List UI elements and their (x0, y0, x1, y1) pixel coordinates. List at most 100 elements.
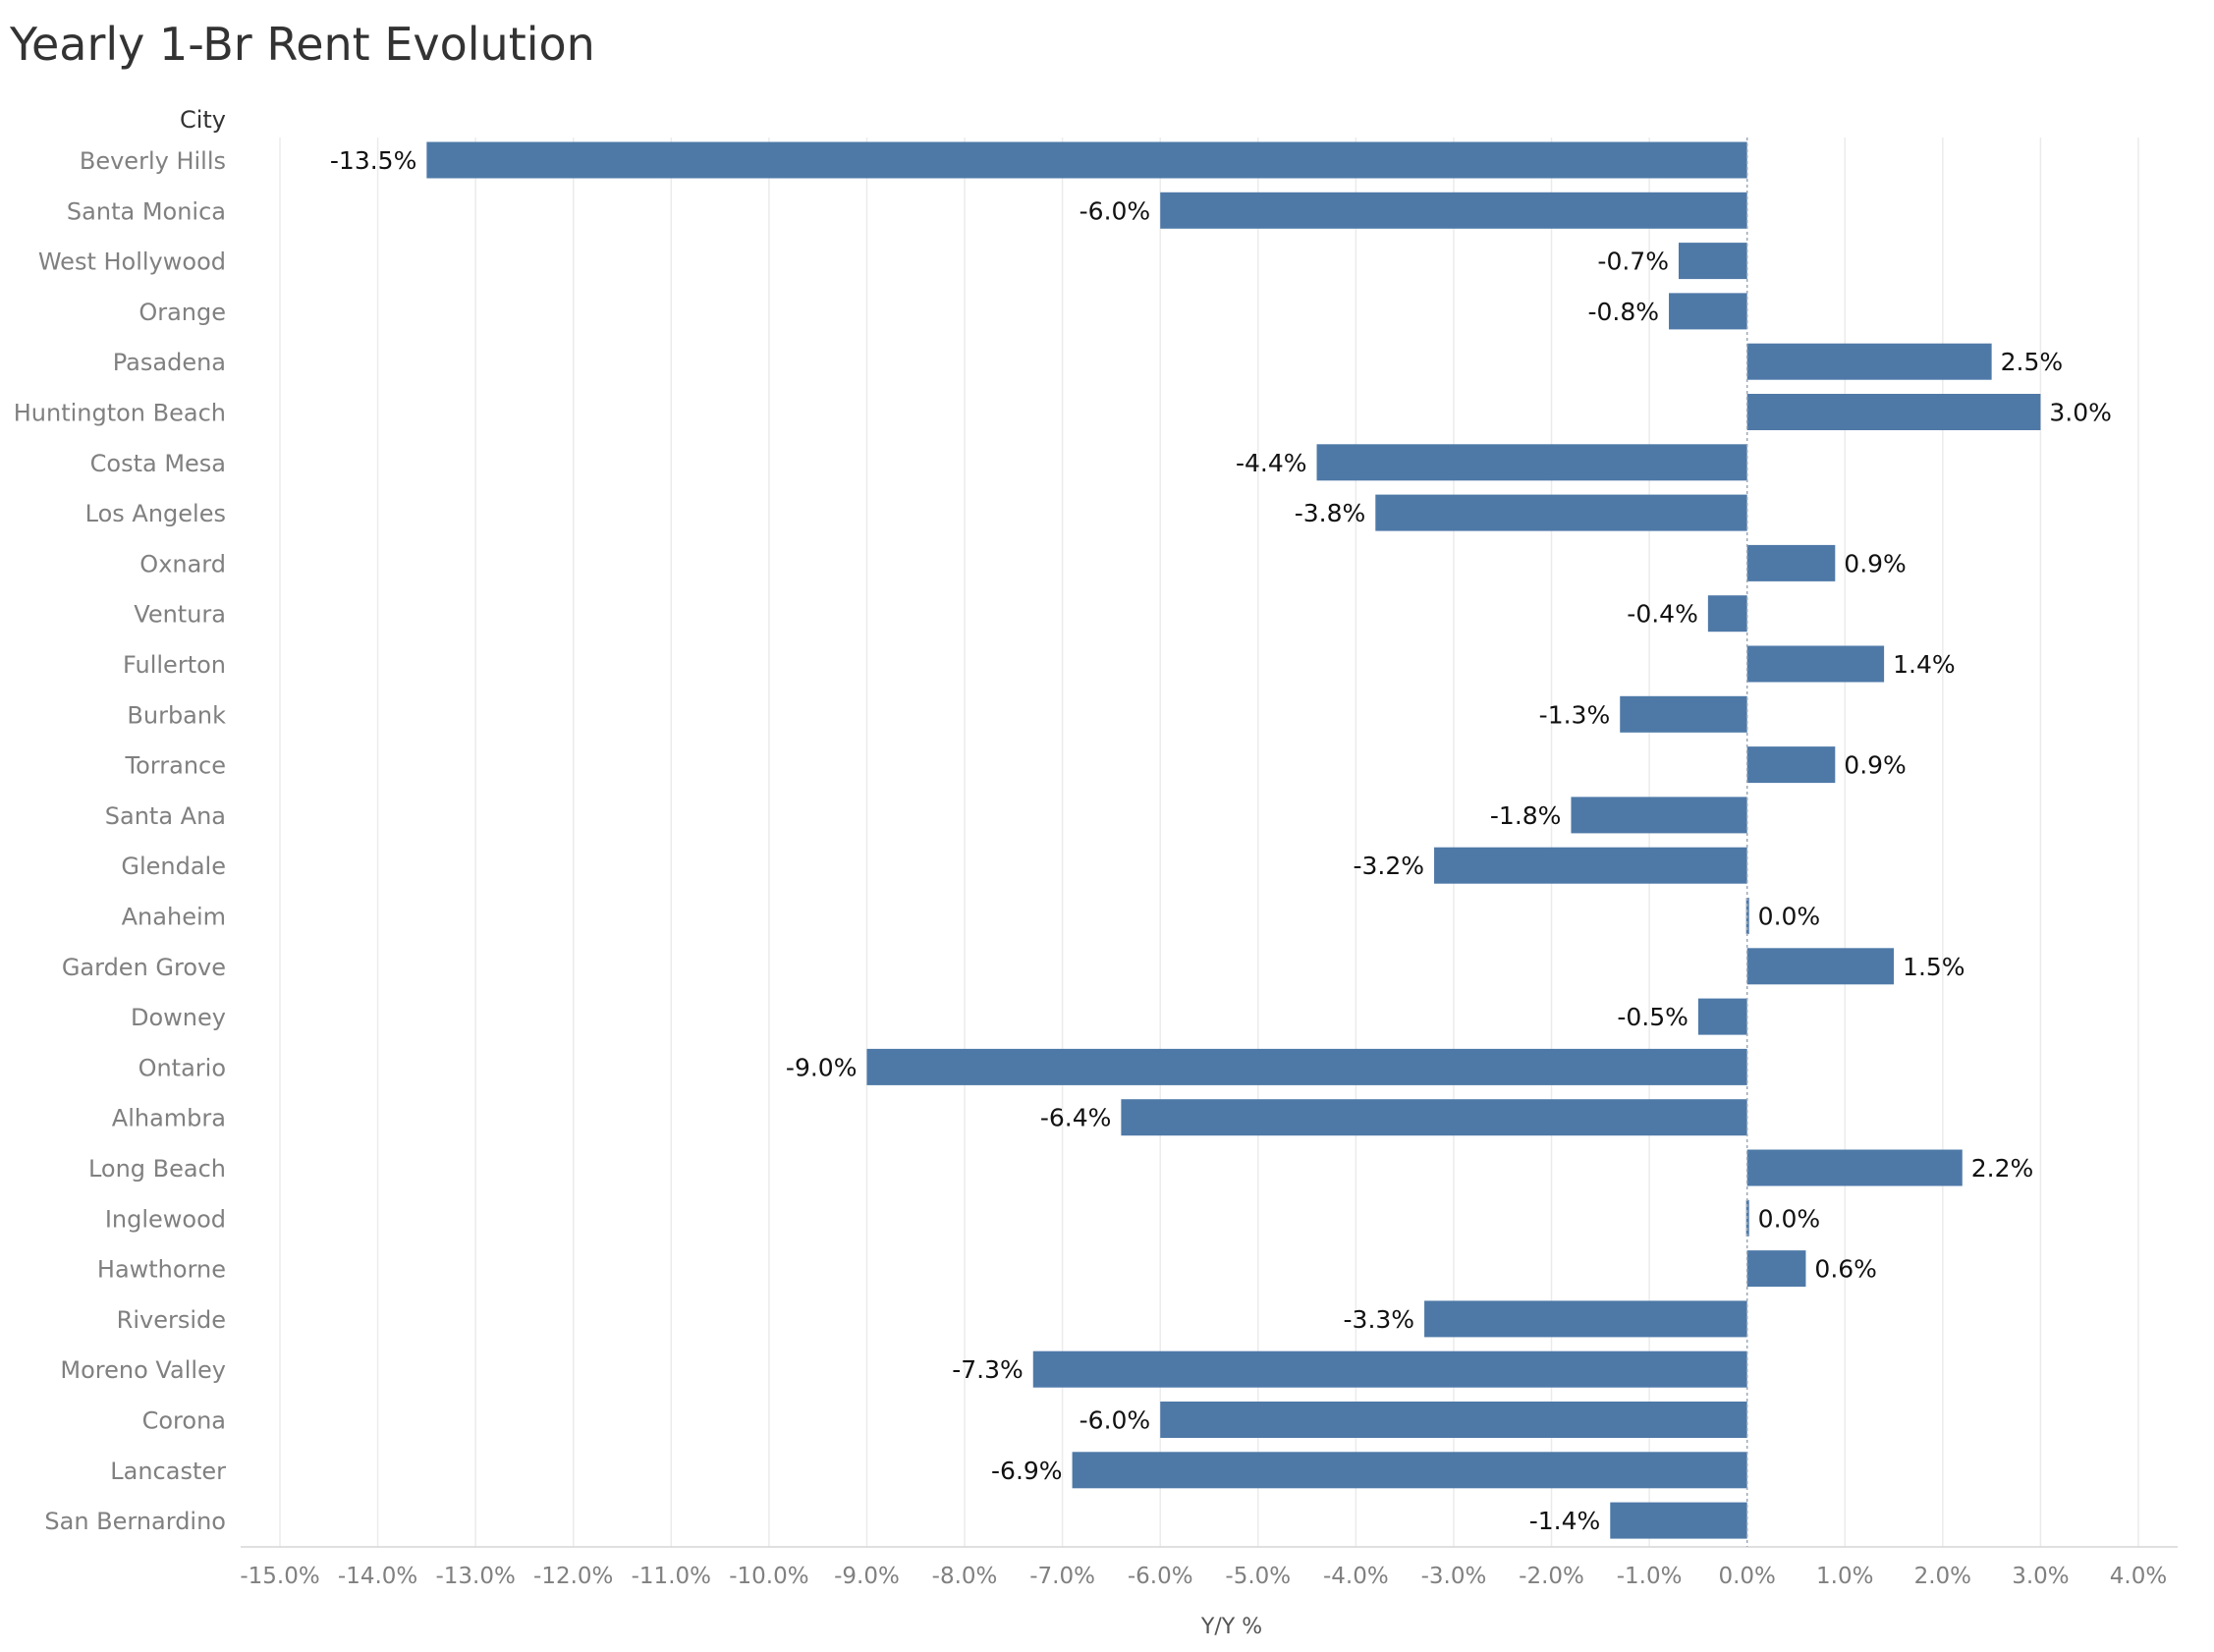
bar (1375, 494, 1747, 531)
x-tick-label: -2.0% (1519, 1564, 1584, 1589)
bar (1697, 998, 1747, 1035)
city-label: Burbank (127, 701, 226, 729)
data-label: -1.3% (1539, 700, 1611, 729)
data-label: 0.9% (1844, 549, 1907, 578)
data-label: 1.4% (1893, 650, 1956, 679)
bar (1746, 1149, 1963, 1186)
city-label: West Hollywood (38, 248, 226, 276)
bar (1032, 1350, 1747, 1388)
bar (1316, 444, 1747, 481)
bar (1746, 544, 1836, 581)
city-label: Hawthorne (97, 1256, 226, 1284)
data-label: -3.2% (1353, 852, 1424, 880)
data-label: -0.8% (1587, 298, 1659, 326)
city-label: Santa Ana (105, 802, 226, 830)
city-label: Riverside (117, 1306, 226, 1334)
city-label: Los Angeles (85, 500, 226, 527)
x-tick-label: -8.0% (932, 1564, 998, 1589)
y-axis-header: City (180, 106, 226, 134)
city-label: Garden Grove (62, 954, 226, 981)
bar (1160, 1402, 1747, 1438)
data-label: -1.8% (1490, 801, 1562, 830)
city-label: Long Beach (88, 1155, 226, 1183)
city-label: San Bernardino (44, 1508, 226, 1535)
bar (1746, 645, 1885, 683)
grid-lines (241, 138, 2178, 1548)
data-label: -7.3% (952, 1355, 1024, 1384)
city-label: Inglewood (105, 1205, 226, 1233)
data-label: -0.4% (1627, 600, 1698, 629)
x-tick-label: -14.0% (338, 1564, 417, 1589)
x-tick-labels: -15.0% -14.0% -13.0% -12.0% -11.0% -10.0% -9.0… (240, 1564, 2167, 1589)
data-label: -4.4% (1236, 449, 1307, 477)
data-label: -0.7% (1597, 248, 1669, 276)
x-tick-label: -7.0% (1029, 1564, 1095, 1589)
data-label: 2.2% (1971, 1154, 2034, 1183)
data-label: 0.0% (1758, 903, 1821, 931)
city-label: Ventura (134, 601, 226, 629)
data-label: 2.5% (2001, 348, 2064, 376)
bar (1571, 797, 1747, 834)
city-label: Ontario (138, 1054, 226, 1081)
x-axis-title: Y/Y % (1200, 1615, 1262, 1639)
data-label: -3.3% (1344, 1305, 1415, 1334)
data-label: -6.0% (1079, 196, 1151, 225)
data-label: -1.4% (1529, 1507, 1601, 1535)
city-label: Orange (138, 299, 226, 326)
bar (1424, 1300, 1747, 1338)
x-tick-label: 1.0% (1816, 1564, 1873, 1589)
x-tick-label: -1.0% (1617, 1564, 1683, 1589)
bar (1072, 1452, 1747, 1489)
x-tick-label: -15.0% (240, 1564, 319, 1589)
bar (1121, 1099, 1747, 1136)
city-label: Huntington Beach (14, 400, 226, 427)
bar (1746, 746, 1836, 784)
city-label: Moreno Valley (60, 1356, 226, 1384)
bar (1746, 948, 1895, 985)
x-tick-label: 4.0% (2110, 1564, 2167, 1589)
city-label: Alhambra (112, 1105, 226, 1132)
city-label: Costa Mesa (90, 450, 226, 477)
bars (426, 141, 2041, 1539)
city-label: Pasadena (113, 349, 226, 376)
data-label: -6.9% (991, 1457, 1063, 1485)
data-label: 0.6% (1814, 1255, 1877, 1284)
x-tick-label: -5.0% (1225, 1564, 1291, 1589)
city-label: Fullerton (123, 651, 226, 679)
city-labels: Beverly Hills Santa Monica West Hollywood O… (14, 147, 226, 1535)
bar (1160, 192, 1747, 229)
x-tick-label: -10.0% (729, 1564, 808, 1589)
city-label: Torrance (125, 752, 226, 780)
city-label: Oxnard (139, 550, 226, 578)
data-label: 0.0% (1758, 1204, 1821, 1233)
x-tick-label: -9.0% (834, 1564, 900, 1589)
bar (1746, 394, 2041, 430)
x-tick-label: -3.0% (1421, 1564, 1487, 1589)
data-label: -6.4% (1040, 1104, 1112, 1132)
data-label: -3.8% (1295, 499, 1366, 527)
bar (426, 141, 1747, 179)
data-label: -6.0% (1079, 1406, 1151, 1435)
city-label: Beverly Hills (80, 147, 226, 175)
data-label: 0.9% (1844, 751, 1907, 780)
x-tick-label: 3.0% (2012, 1564, 2069, 1589)
x-tick-label: -11.0% (632, 1564, 711, 1589)
city-label: Santa Monica (67, 197, 226, 225)
city-label: Glendale (121, 853, 226, 880)
bar (1434, 847, 1747, 884)
chart-title: Yearly 1-Br Rent Evolution (10, 18, 595, 71)
data-labels: -13.5% -6.0% -0.7% -0.8% 2.5% 3.0% -4.4% -3.8% 0… (330, 146, 2112, 1535)
bar (1620, 695, 1747, 733)
bar (1746, 343, 1992, 380)
x-tick-label: -13.0% (435, 1564, 515, 1589)
x-tick-label: 0.0% (1718, 1564, 1775, 1589)
x-tick-label: 2.0% (1914, 1564, 1971, 1589)
city-label: Lancaster (110, 1458, 226, 1485)
bar (866, 1048, 1747, 1085)
bar (1707, 595, 1747, 633)
city-label: Downey (131, 1004, 226, 1031)
data-label: -9.0% (786, 1053, 858, 1081)
bar (1678, 243, 1747, 280)
bar (1669, 293, 1747, 330)
